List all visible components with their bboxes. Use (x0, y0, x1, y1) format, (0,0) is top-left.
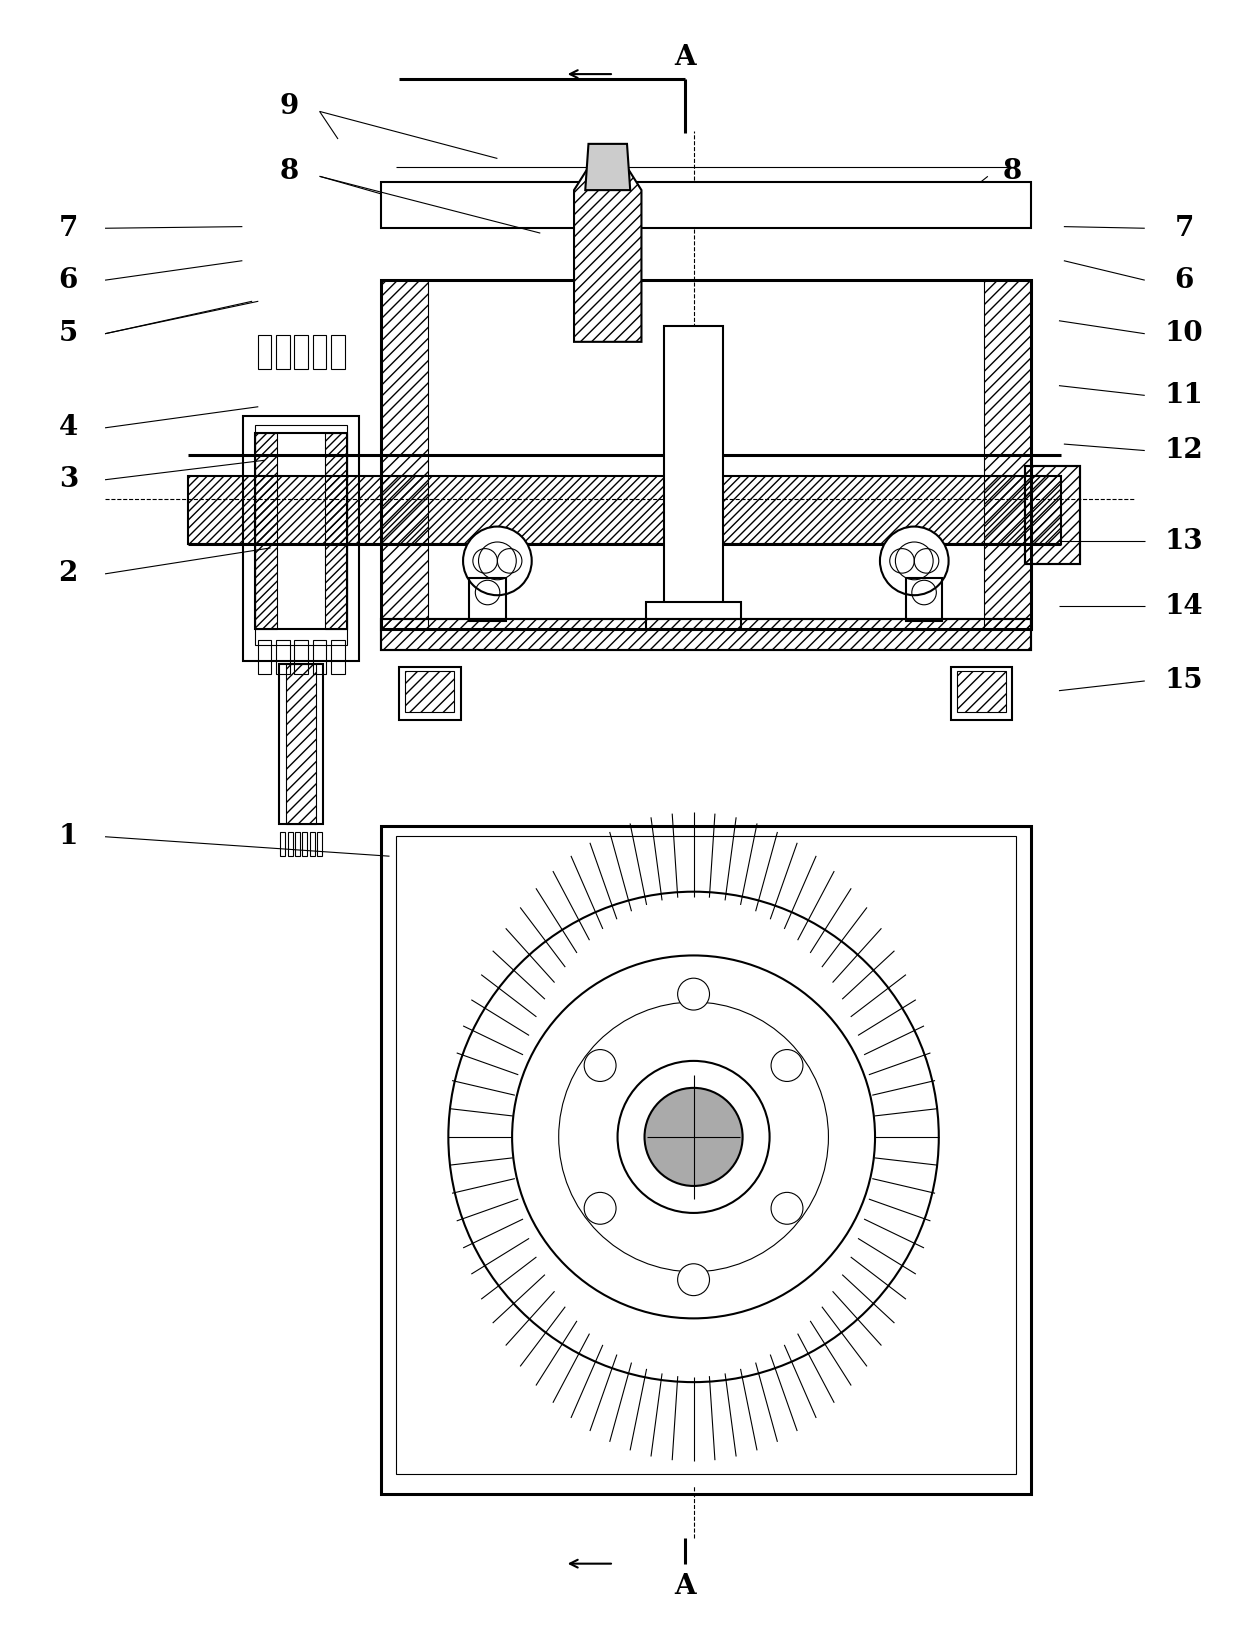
Bar (396, 835, 1016, 1474)
Text: 14: 14 (1164, 592, 1203, 620)
Text: 6: 6 (58, 267, 78, 294)
Text: 3: 3 (58, 466, 78, 494)
Bar (325, 433, 347, 629)
Bar (951, 668, 1012, 720)
Circle shape (677, 978, 709, 1011)
Circle shape (771, 1193, 804, 1224)
Text: 12: 12 (1164, 437, 1203, 464)
Bar (646, 602, 742, 629)
Circle shape (463, 527, 532, 596)
Text: A: A (675, 44, 696, 71)
Bar (381, 619, 1030, 650)
Bar (381, 825, 1030, 1493)
Text: 9: 9 (279, 94, 299, 120)
Polygon shape (585, 144, 630, 190)
Bar (312, 335, 326, 369)
Text: 15: 15 (1164, 668, 1203, 694)
Text: 11: 11 (1164, 382, 1203, 409)
Bar (331, 335, 345, 369)
Bar (286, 665, 316, 824)
Circle shape (479, 542, 516, 579)
Bar (303, 832, 308, 857)
Circle shape (677, 1264, 709, 1296)
Text: 13: 13 (1164, 528, 1203, 555)
Bar (399, 668, 460, 720)
Bar (381, 182, 1030, 228)
Bar (294, 335, 308, 369)
Bar (295, 832, 300, 857)
Bar (255, 425, 347, 645)
Text: 4: 4 (58, 414, 78, 441)
Text: 7: 7 (1174, 215, 1194, 241)
Bar (258, 335, 272, 369)
Text: 2: 2 (58, 560, 78, 587)
Bar (957, 671, 1006, 712)
Bar (288, 832, 293, 857)
Bar (905, 578, 942, 620)
Text: 1: 1 (58, 824, 78, 850)
Circle shape (771, 1050, 804, 1081)
Bar (331, 640, 345, 674)
Bar (469, 578, 506, 620)
Circle shape (584, 1193, 616, 1224)
Circle shape (584, 1050, 616, 1081)
Bar (381, 619, 1030, 650)
Bar (665, 327, 723, 629)
Bar (258, 640, 272, 674)
Text: 8: 8 (279, 158, 299, 185)
Circle shape (895, 542, 934, 579)
Circle shape (645, 1088, 743, 1186)
Bar (294, 640, 308, 674)
Bar (277, 640, 290, 674)
Text: 8: 8 (1003, 158, 1022, 185)
Circle shape (880, 527, 949, 596)
Bar (243, 417, 360, 661)
Bar (381, 279, 1030, 629)
Bar (985, 279, 1030, 629)
Polygon shape (574, 164, 641, 341)
Bar (405, 671, 455, 712)
Bar (255, 433, 347, 629)
Bar (310, 832, 315, 857)
Bar (312, 640, 326, 674)
Text: A: A (675, 1572, 696, 1600)
Bar (255, 433, 278, 629)
Bar (317, 832, 322, 857)
Text: 5: 5 (58, 320, 78, 348)
Bar (277, 335, 290, 369)
Bar (381, 279, 428, 629)
Bar (1024, 466, 1080, 565)
Bar (279, 665, 324, 824)
Bar (1024, 466, 1080, 565)
Bar (280, 832, 285, 857)
Text: 10: 10 (1164, 320, 1203, 348)
Bar (188, 476, 1061, 543)
Text: 7: 7 (58, 215, 78, 241)
Text: 6: 6 (1174, 267, 1194, 294)
